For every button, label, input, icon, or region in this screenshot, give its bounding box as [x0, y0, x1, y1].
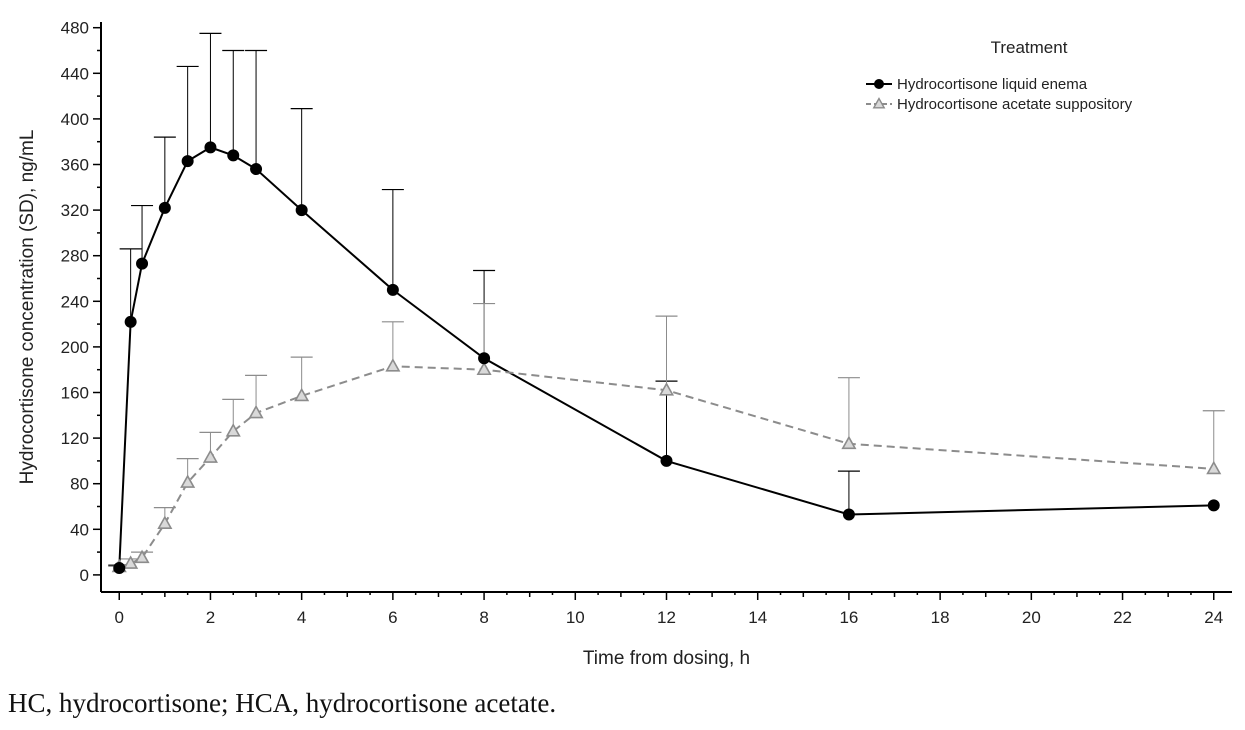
- x-tick-label: 8: [479, 608, 488, 627]
- data-point-suppository: [841, 435, 857, 450]
- legend-marker-suppository: [872, 97, 886, 109]
- series-lines-layer: [118, 146, 1214, 569]
- y-tick-label: 0: [80, 566, 89, 585]
- y-tick-label: 440: [61, 64, 89, 83]
- data-point-suppository: [1206, 460, 1222, 475]
- data-point-suppository: [658, 382, 675, 396]
- data-point-suppository: [123, 555, 139, 569]
- x-tick-label: 24: [1204, 608, 1223, 627]
- y-axis-title: Hydrocortisone concentration (SD), ng/mL: [17, 130, 38, 485]
- data-point-enema: [386, 283, 399, 296]
- x-axis-title: Time from dosing, h: [583, 648, 750, 669]
- data-point-enema: [227, 149, 240, 162]
- data-point-suppository: [476, 361, 492, 376]
- legend-title: Treatment: [991, 38, 1068, 57]
- data-point-suppository: [225, 423, 241, 437]
- y-tick-label: 40: [70, 520, 89, 539]
- data-point-enema: [1207, 499, 1220, 512]
- figure-caption: HC, hydrocortisone; HCA, hydrocortisone …: [8, 688, 557, 718]
- x-tick-label: 20: [1022, 608, 1041, 627]
- x-tick-label: 12: [657, 608, 676, 627]
- x-tick-label: 16: [839, 608, 858, 627]
- data-point-suppository: [385, 358, 401, 372]
- data-point-enema: [158, 201, 171, 214]
- error-bars-layer: [108, 32, 1225, 569]
- x-tick-label: 10: [566, 608, 585, 627]
- x-tick-label: 22: [1113, 608, 1132, 627]
- data-point-suppository: [134, 549, 150, 564]
- legend: Treatment Hydrocortisone liquid enema Hydr…: [866, 38, 1133, 113]
- x-tick-label: 2: [206, 608, 215, 627]
- x-tick-label: 4: [297, 608, 306, 627]
- data-point-suppository: [248, 404, 264, 419]
- y-tick-label: 400: [61, 110, 89, 129]
- legend-label-suppository: Hydrocortisone acetate suppository: [897, 96, 1133, 113]
- data-point-suppository: [294, 387, 310, 402]
- x-tick-label: 6: [388, 608, 397, 627]
- y-tick-label: 80: [70, 475, 89, 494]
- data-point-suppository: [180, 474, 196, 488]
- y-tick-label: 120: [61, 429, 89, 448]
- data-point-enema: [250, 163, 263, 176]
- y-tick-label: 160: [61, 384, 89, 403]
- series-line-suppository: [118, 365, 1214, 568]
- data-point-enema: [660, 454, 673, 467]
- data-point-enema: [113, 562, 126, 575]
- data-point-enema: [478, 352, 491, 365]
- data-point-suppository: [157, 515, 173, 529]
- y-tick-label: 280: [61, 247, 89, 266]
- y-tick-label: 200: [61, 338, 89, 357]
- data-point-enema: [842, 508, 855, 521]
- data-point-enema: [204, 141, 217, 154]
- markers-layer: [111, 141, 1222, 575]
- x-tick-label: 18: [931, 608, 950, 627]
- x-tick-label: 14: [748, 608, 767, 627]
- legend-label-enema: Hydrocortisone liquid enema: [897, 76, 1088, 93]
- data-point-enema: [136, 257, 149, 270]
- y-tick-label: 320: [61, 201, 89, 220]
- y-tick-label: 360: [61, 156, 89, 175]
- x-tick-label: 0: [115, 608, 124, 627]
- legend-marker-enema: [874, 79, 884, 89]
- data-point-enema: [295, 204, 308, 217]
- series-line-enema: [118, 146, 1214, 569]
- y-tick-label: 240: [61, 292, 89, 311]
- data-point-enema: [181, 155, 194, 168]
- data-point-enema: [124, 315, 137, 328]
- y-tick-label: 480: [61, 19, 89, 38]
- data-point-suppository: [202, 449, 218, 463]
